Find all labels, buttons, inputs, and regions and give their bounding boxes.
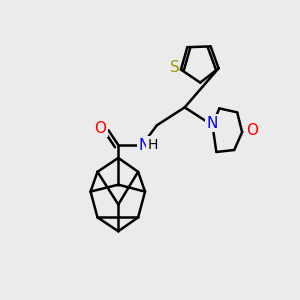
Text: O: O (246, 123, 258, 138)
Text: N: N (138, 137, 150, 152)
Text: H: H (148, 138, 158, 152)
Text: N: N (207, 116, 218, 131)
Text: S: S (170, 60, 180, 75)
Text: O: O (94, 121, 106, 136)
